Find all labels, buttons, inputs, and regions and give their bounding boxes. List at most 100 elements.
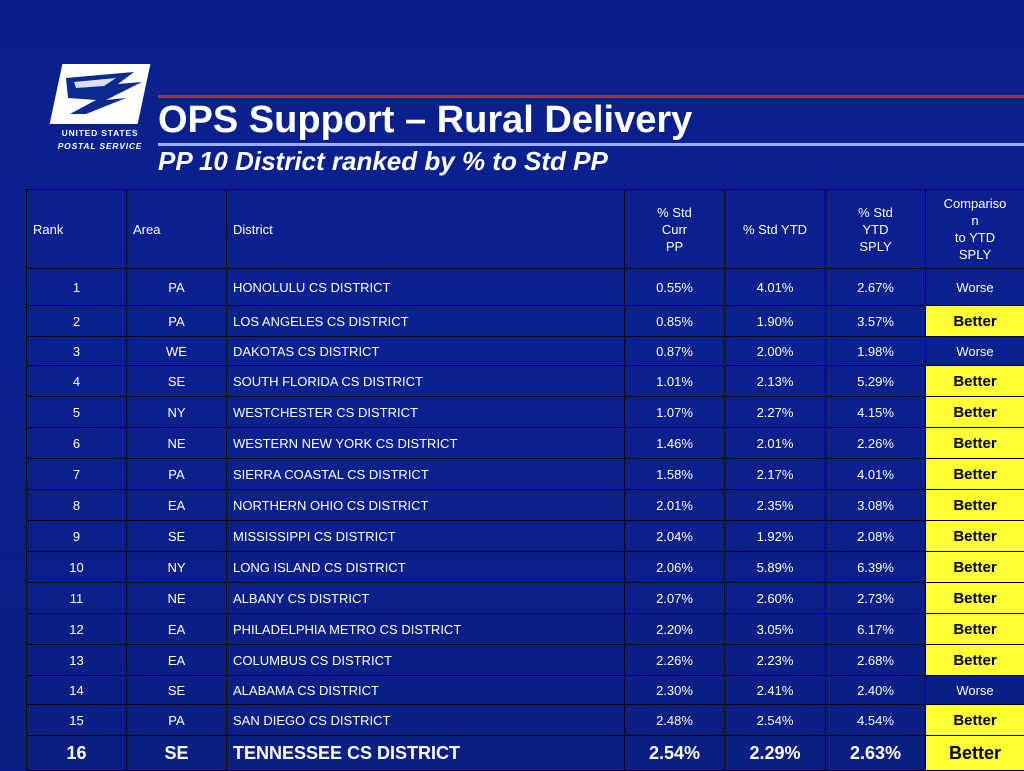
rank-cell: 1 [27, 269, 127, 306]
eagle-icon [56, 64, 148, 126]
std-curr-pp-cell: 2.06% [625, 552, 725, 583]
page-subtitle: PP 10 District ranked by % to Std PP [158, 144, 608, 178]
std-curr-pp-cell: 1.01% [625, 366, 725, 397]
comparison-cell: Better [926, 490, 1024, 521]
std-ytd-cell: 4.01% [725, 269, 826, 306]
std-curr-pp-cell: 0.87% [625, 337, 725, 366]
district-cell: WESTCHESTER CS DISTRICT [227, 397, 625, 428]
logo-text-united-states: UNITED STATES [48, 128, 152, 138]
rank-cell: 9 [27, 521, 127, 552]
district-cell: WESTERN NEW YORK CS DISTRICT [227, 428, 625, 459]
std-ytd-cell: 2.17% [725, 459, 826, 490]
comparison-cell: Better [926, 521, 1024, 552]
std-ytd-sply-cell: 4.15% [826, 397, 926, 428]
comparison-cell: Better [926, 366, 1024, 397]
district-cell: TENNESSEE CS DISTRICT [227, 736, 625, 771]
std-curr-pp-cell: 2.30% [625, 676, 725, 705]
area-cell: PA [127, 306, 227, 337]
std-ytd-cell: 2.13% [725, 366, 826, 397]
area-cell: EA [127, 614, 227, 645]
header-comparison: Compariso n to YTD SPLY [926, 190, 1024, 269]
std-ytd-sply-cell: 6.39% [826, 552, 926, 583]
std-ytd-sply-cell: 2.68% [826, 645, 926, 676]
comparison-cell: Worse [926, 269, 1024, 306]
district-cell: PHILADELPHIA METRO CS DISTRICT [227, 614, 625, 645]
area-cell: EA [127, 645, 227, 676]
rank-cell: 14 [27, 676, 127, 705]
std-curr-pp-cell: 0.55% [625, 269, 725, 306]
usps-logo: UNITED STATES POSTAL SERVICE [48, 62, 152, 158]
comparison-cell: Better [926, 459, 1024, 490]
std-ytd-sply-cell: 1.98% [826, 337, 926, 366]
std-ytd-sply-cell: 2.67% [826, 269, 926, 306]
rank-cell: 10 [27, 552, 127, 583]
comparison-cell: Better [926, 306, 1024, 337]
std-ytd-sply-cell: 4.01% [826, 459, 926, 490]
rank-cell: 5 [27, 397, 127, 428]
std-curr-pp-cell: 2.26% [625, 645, 725, 676]
district-cell: LONG ISLAND CS DISTRICT [227, 552, 625, 583]
std-curr-pp-cell: 2.01% [625, 490, 725, 521]
std-curr-pp-cell: 1.46% [625, 428, 725, 459]
area-cell: NY [127, 552, 227, 583]
header-district: District [227, 190, 625, 269]
rank-cell: 6 [27, 428, 127, 459]
rank-cell: 13 [27, 645, 127, 676]
std-curr-pp-cell: 2.48% [625, 705, 725, 736]
district-cell: NORTHERN OHIO CS DISTRICT [227, 490, 625, 521]
comparison-cell: Better [926, 736, 1024, 771]
header-std-curr-pp: % Std Curr PP [625, 190, 725, 269]
std-ytd-sply-cell: 2.08% [826, 521, 926, 552]
comparison-cell: Worse [926, 676, 1024, 705]
district-cell: ALBANY CS DISTRICT [227, 583, 625, 614]
std-curr-pp-cell: 1.07% [625, 397, 725, 428]
std-ytd-cell: 5.89% [725, 552, 826, 583]
ranking-table: Rank Area District % Std Curr PP % Std Y… [26, 189, 1024, 771]
area-cell: EA [127, 490, 227, 521]
district-cell: SOUTH FLORIDA CS DISTRICT [227, 366, 625, 397]
area-cell: SE [127, 366, 227, 397]
std-ytd-sply-cell: 3.08% [826, 490, 926, 521]
comparison-cell: Better [926, 614, 1024, 645]
comparison-cell: Worse [926, 337, 1024, 366]
district-cell: DAKOTAS CS DISTRICT [227, 337, 625, 366]
area-cell: NE [127, 583, 227, 614]
comparison-cell: Better [926, 428, 1024, 459]
comparison-cell: Better [926, 705, 1024, 736]
std-ytd-cell: 2.01% [725, 428, 826, 459]
area-cell: SE [127, 676, 227, 705]
std-ytd-sply-cell: 6.17% [826, 614, 926, 645]
area-cell: NY [127, 397, 227, 428]
rank-cell: 4 [27, 366, 127, 397]
std-curr-pp-cell: 1.58% [625, 459, 725, 490]
logo-text-postal-service: POSTAL SERVICE [48, 141, 152, 151]
area-cell: SE [127, 521, 227, 552]
rank-cell: 12 [27, 614, 127, 645]
std-ytd-sply-cell: 2.40% [826, 676, 926, 705]
comparison-cell: Better [926, 552, 1024, 583]
std-ytd-cell: 2.27% [725, 397, 826, 428]
std-ytd-cell: 2.29% [725, 736, 826, 771]
area-cell: PA [127, 269, 227, 306]
std-ytd-cell: 2.23% [725, 645, 826, 676]
area-cell: PA [127, 459, 227, 490]
rank-cell: 3 [27, 337, 127, 366]
district-cell: COLUMBUS CS DISTRICT [227, 645, 625, 676]
header-rank: Rank [27, 190, 127, 269]
rank-cell: 11 [27, 583, 127, 614]
rank-cell: 2 [27, 306, 127, 337]
comparison-cell: Better [926, 397, 1024, 428]
district-cell: ALABAMA CS DISTRICT [227, 676, 625, 705]
std-curr-pp-cell: 2.54% [625, 736, 725, 771]
page-title: OPS Support – Rural Delivery [158, 98, 692, 142]
